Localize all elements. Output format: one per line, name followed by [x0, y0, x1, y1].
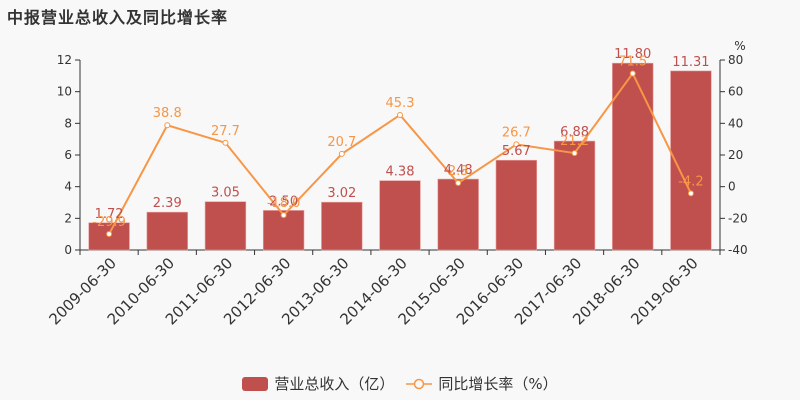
bar-value-label: 3.02 — [327, 186, 356, 201]
x-axis: 2009-06-302010-06-302011-06-302012-06-30… — [46, 249, 721, 328]
left-axis-tick-label: 6 — [64, 148, 72, 162]
line-point[interactable] — [106, 231, 113, 238]
legend-item-growth[interactable]: 同比增长率（%） — [406, 373, 558, 394]
bar-value-label: 3.05 — [211, 186, 240, 201]
line-series — [106, 70, 694, 238]
right-axis-tick-label: -20 — [728, 211, 748, 225]
bar-value-label: 4.48 — [444, 163, 473, 178]
data-labels: 1.72 2.39 3.05 2.50 3.02 4.38 4.48 5.67 6.88 11.8… — [92, 47, 709, 230]
bar-value-label: 2.39 — [153, 196, 182, 211]
left-axis-tick-label: 8 — [64, 116, 72, 130]
bar-value-label: 5.67 — [502, 144, 531, 159]
line-value-label: 27.7 — [211, 124, 240, 139]
right-y-axis: -40 -20 0 20 40 60 80% — [719, 39, 748, 257]
line-point[interactable] — [222, 139, 229, 146]
legend-label-growth: 同比增长率（%） — [438, 375, 558, 393]
bar-value-label: 4.38 — [386, 165, 415, 180]
line-point[interactable] — [455, 180, 462, 187]
line-point[interactable] — [164, 122, 171, 129]
chart-title: 中报营业总收入及同比增长率 — [7, 8, 229, 27]
right-axis-tick-label: 40 — [728, 116, 743, 130]
line-value-label: -29.9 — [92, 215, 126, 230]
right-axis-tick-label: 80 — [728, 53, 743, 67]
line-point[interactable] — [571, 150, 578, 157]
bar[interactable] — [146, 211, 188, 251]
bar-value-label: 11.31 — [672, 55, 709, 70]
right-axis-tick-label: 60 — [728, 85, 743, 99]
line-point[interactable] — [397, 111, 403, 118]
line-value-label: 45.3 — [386, 96, 415, 111]
bar[interactable] — [612, 62, 654, 251]
line-point[interactable] — [280, 212, 287, 219]
left-axis-tick-label: 0 — [64, 243, 72, 257]
line-value-label: 21.2 — [560, 134, 589, 149]
bar-value-label: 6.88 — [560, 125, 589, 140]
left-axis-tick-label: 12 — [57, 53, 72, 67]
bar[interactable] — [495, 159, 538, 251]
bar[interactable] — [379, 180, 421, 251]
line-value-label: -18.0 — [267, 196, 301, 211]
bar[interactable] — [553, 140, 596, 251]
left-axis-tick-label: 2 — [64, 211, 72, 225]
right-axis-unit: % — [734, 39, 745, 53]
line-value-label: -4.2 — [678, 174, 703, 189]
line-point[interactable] — [687, 190, 694, 197]
bar[interactable] — [670, 70, 712, 251]
line-value-label: 38.8 — [153, 106, 182, 121]
bar-value-label: 2.50 — [269, 194, 298, 209]
bar-swatch-icon — [242, 376, 269, 391]
bar-series — [88, 62, 712, 251]
line-point[interactable] — [629, 70, 636, 77]
legend: 营业总收入（亿） 同比增长率（%） — [0, 373, 800, 394]
line-value-label: 71.5 — [618, 54, 647, 69]
legend-item-revenue[interactable]: 营业总收入（亿） — [242, 373, 394, 394]
left-axis-tick-label: 10 — [57, 85, 72, 99]
line-value-label: 20.7 — [327, 135, 356, 150]
line-value-label: 2.3 — [448, 164, 469, 179]
line-value-label: 26.7 — [502, 125, 531, 140]
left-y-axis: 0 2 4 6 8 10 12 — [57, 53, 81, 257]
right-axis-tick-label: 20 — [728, 148, 743, 162]
bar[interactable] — [204, 201, 247, 251]
bar-value-label: 11.80 — [614, 47, 651, 62]
line-point[interactable] — [513, 141, 520, 148]
bar[interactable] — [321, 201, 363, 251]
line-point[interactable] — [338, 150, 345, 157]
line-marker-icon — [406, 378, 433, 389]
right-axis-tick-label: 0 — [728, 180, 736, 194]
bar-value-label: 1.72 — [95, 207, 124, 222]
bar[interactable] — [437, 178, 479, 251]
left-axis-tick-label: 4 — [64, 180, 72, 194]
legend-label-revenue: 营业总收入（亿） — [274, 375, 395, 393]
right-axis-tick-label: -40 — [728, 243, 748, 257]
